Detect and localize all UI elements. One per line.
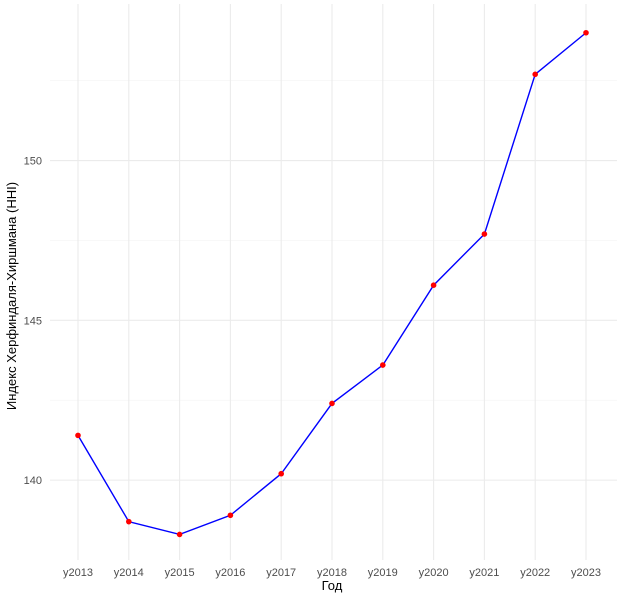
y-axis-title: Индекс Херфиндаля-Хиршмана (HHI): [4, 182, 19, 410]
x-tick-label: y2014: [114, 567, 144, 579]
data-point: [126, 518, 132, 525]
grid: [50, 4, 617, 560]
data-point: [380, 362, 386, 368]
x-tick-label: y2022: [520, 567, 550, 579]
x-tick-label: y2013: [63, 567, 93, 579]
x-tick-label: y2016: [215, 567, 245, 579]
data-point: [583, 29, 589, 36]
data-point: [481, 231, 488, 237]
x-tick-label: y2018: [317, 567, 347, 579]
y-tick-label: 145: [24, 315, 42, 327]
data-point: [532, 71, 538, 78]
x-tick-label: y2019: [368, 567, 398, 579]
y-tick-labels: 140 145 150: [24, 156, 42, 488]
data-point: [278, 470, 285, 477]
data-point: [75, 432, 81, 439]
x-axis-title: Год: [322, 578, 343, 593]
x-tick-label: y2021: [469, 567, 499, 579]
x-tick-label: y2020: [419, 567, 449, 579]
data-point: [329, 400, 335, 407]
x-tick-labels: y2013 y2014 y2015 y2016 y2017 y2018 y2019 y2020…: [63, 567, 601, 579]
series: [75, 29, 589, 538]
x-tick-label: y2023: [571, 567, 601, 579]
x-tick-label: y2017: [266, 567, 296, 579]
x-tick-label: y2015: [165, 567, 195, 579]
data-point: [227, 512, 234, 519]
data-point: [430, 282, 437, 288]
data-point: [176, 531, 183, 538]
y-tick-label: 150: [24, 156, 42, 168]
y-tick-label: 140: [24, 475, 42, 487]
